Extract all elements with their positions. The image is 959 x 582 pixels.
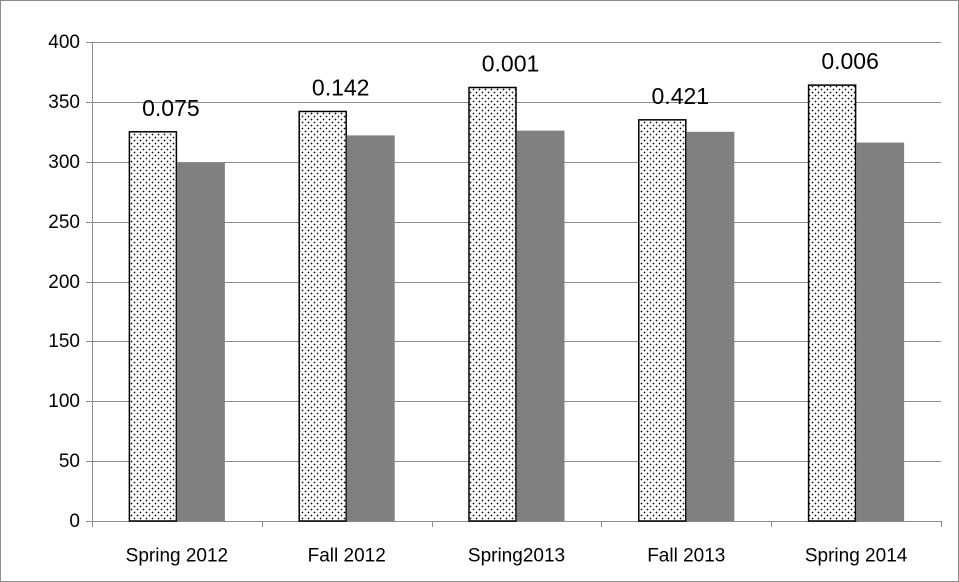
bar-solid [346, 135, 395, 521]
bar-dotted [298, 110, 347, 522]
p-value-label: 0.075 [142, 95, 200, 121]
y-tick-label: 50 [59, 451, 80, 472]
x-tick-label: Spring2013 [468, 546, 565, 567]
y-tick-label: 400 [48, 32, 80, 53]
labels: 0 50 100 150 200 250 300 350 400 Spring 2012 0.075… [48, 32, 907, 567]
y-tick-label: 250 [48, 212, 80, 233]
bar-dotted [638, 119, 687, 522]
x-tick-label: Spring 2014 [805, 546, 908, 567]
bar-solid [856, 142, 905, 521]
y-tick-label: 0 [69, 511, 80, 532]
y-tick-label: 350 [48, 92, 80, 113]
y-tick-label: 100 [48, 391, 80, 412]
y-tick-label: 200 [48, 272, 80, 293]
p-value-label: 0.001 [482, 51, 540, 77]
p-value-label: 0.421 [652, 83, 710, 109]
bar-solid [686, 131, 735, 521]
x-tick-label: Fall 2012 [308, 546, 386, 567]
bar-dotted [128, 131, 178, 522]
bar-dotted [807, 84, 857, 522]
p-value-label: 0.006 [821, 48, 879, 74]
x-tick-label: Fall 2013 [647, 546, 725, 567]
y-tick-label: 150 [48, 331, 80, 352]
bars [128, 84, 905, 522]
p-value-label: 0.142 [312, 74, 370, 100]
bar-solid [516, 130, 565, 522]
bar-solid [176, 162, 225, 521]
x-tick-label: Spring 2012 [126, 546, 228, 567]
y-tick-label: 300 [48, 152, 80, 173]
bar-dotted [468, 86, 517, 522]
